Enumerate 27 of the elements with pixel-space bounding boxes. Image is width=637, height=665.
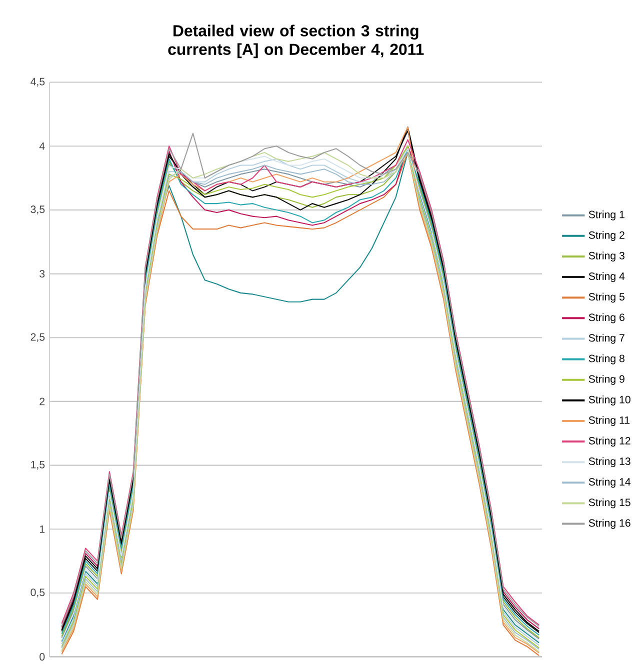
y-tick-label: 1 [40, 525, 44, 533]
legend-label: String 10 [588, 396, 630, 406]
legend-label: String 3 [588, 252, 624, 262]
legend-label: String 4 [588, 272, 624, 282]
y-tick-label: 4 [39, 142, 45, 150]
legend-label: String 13 [588, 457, 630, 468]
legend-label: String 2 [588, 231, 624, 241]
legend-label: String 6 [588, 313, 624, 324]
legend-label: String 1 [588, 210, 624, 220]
legend-label: String 8 [588, 354, 624, 364]
legend-label: String 9 [588, 374, 624, 385]
y-tick-label: 0,5 [30, 588, 44, 598]
legend-label: String 12 [588, 436, 630, 447]
y-tick-label: 3,5 [30, 206, 44, 214]
legend-label: String 14 [588, 478, 630, 488]
y-tick-label: 0 [39, 653, 44, 661]
legend-label: String 7 [588, 334, 624, 344]
legend-label: String 5 [588, 292, 624, 303]
y-tick-label: 3 [39, 270, 44, 278]
chart-title: Detailed view of section 3 string currents [A] on December 4, 2011 [168, 24, 424, 58]
legend-label: String 16 [588, 518, 630, 529]
y-tick-label: 1,5 [30, 460, 44, 470]
y-tick-label: 2 [39, 398, 44, 406]
legend-label: String 15 [588, 498, 630, 508]
y-tick-label: 4,5 [30, 78, 44, 87]
y-tick-label: 2,5 [30, 333, 44, 342]
legend-label: String 11 [588, 416, 630, 426]
